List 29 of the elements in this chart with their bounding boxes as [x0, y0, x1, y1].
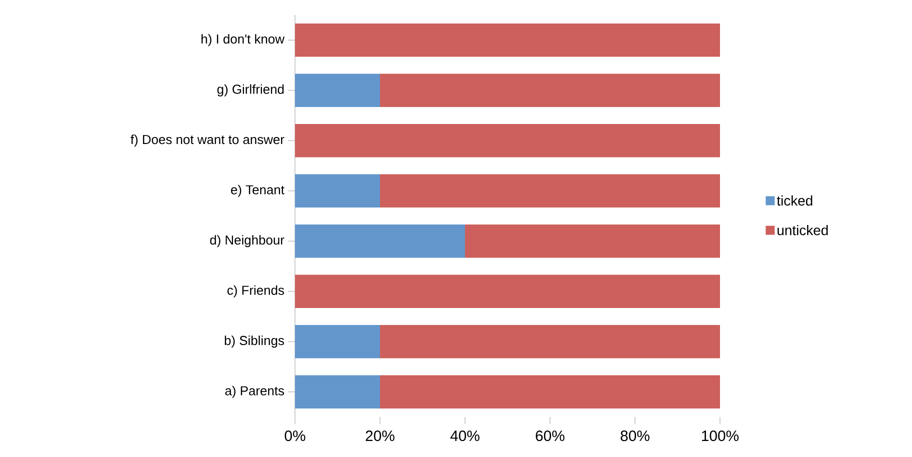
y-tick-label: c) Friends	[227, 285, 284, 298]
bar	[295, 174, 380, 208]
bar	[465, 224, 720, 258]
y-tick-label: a) Parents	[225, 386, 284, 398]
y-tick-label: e) Tenant	[231, 184, 284, 197]
x-tick-label: 0%	[284, 430, 306, 442]
y-tick-label: d) Neighbour	[210, 235, 284, 248]
y-tick-label: f) Does not want to answer	[130, 134, 284, 147]
y-tick-label: h) I don't know	[202, 34, 285, 46]
bar	[295, 325, 380, 358]
x-tick-label: 20%	[366, 430, 394, 442]
bar	[380, 325, 720, 358]
legend-label: unticked	[778, 224, 828, 236]
y-tick-label: g) Girlfriend	[217, 84, 284, 96]
bar	[295, 74, 380, 107]
bar	[380, 375, 720, 408]
x-tick-label: 80%	[620, 430, 650, 442]
bar	[380, 174, 720, 208]
x-tick-label: 60%	[536, 430, 564, 442]
x-tick-label: 40%	[450, 430, 480, 442]
legend-label: ticked	[776, 195, 812, 206]
bar	[295, 274, 720, 308]
bar	[295, 124, 720, 158]
x-tick-label: 100%	[702, 430, 739, 442]
y-tick-label: b) Siblings	[224, 336, 284, 348]
bar	[295, 224, 466, 258]
bar	[295, 24, 720, 57]
bar	[380, 74, 720, 107]
bar	[295, 375, 380, 408]
